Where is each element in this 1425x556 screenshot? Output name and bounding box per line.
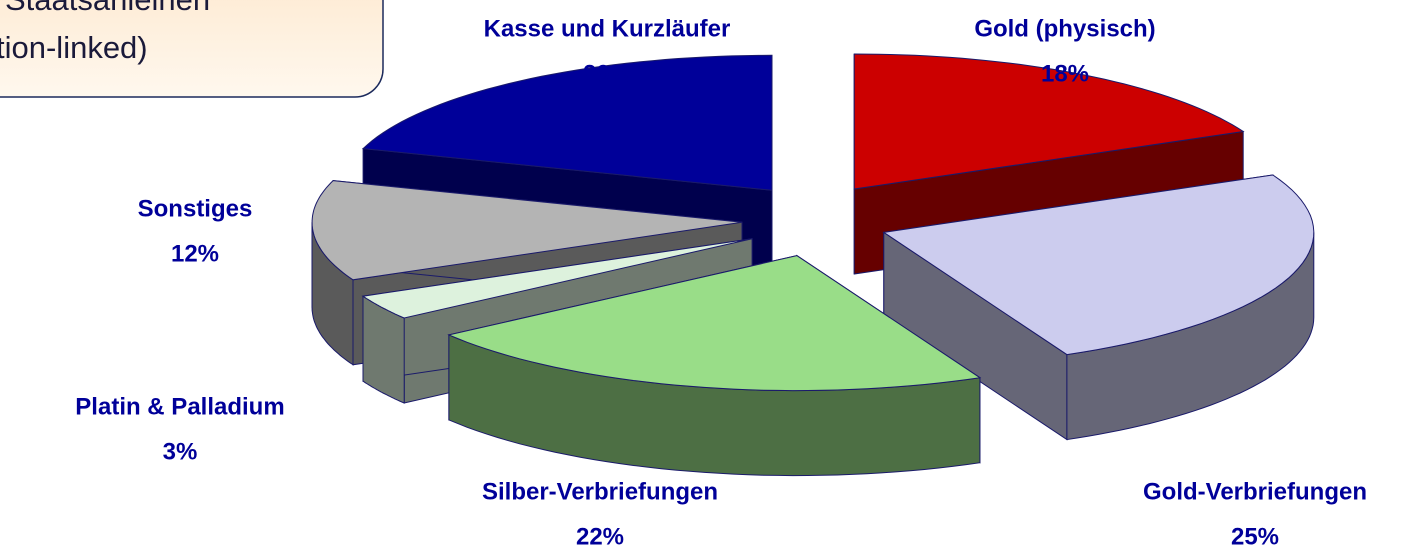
value-label: 22% [576, 523, 624, 550]
slice-label: Gold (physisch) [974, 15, 1155, 42]
value-label: 3% [163, 438, 198, 465]
annotation: tion-linked) [0, 30, 148, 65]
value-label: 20% [583, 60, 631, 87]
slice-label: Platin & Palladium [75, 393, 284, 420]
value-label: 12% [171, 240, 219, 267]
slice-label: Silber-Verbriefungen [482, 478, 718, 505]
slice-label: Sonstiges [138, 195, 253, 222]
slice-label: Kasse und Kurzläufer [484, 15, 731, 42]
slice [311, 180, 743, 281]
value-label: 25% [1231, 523, 1279, 550]
callout-box [0, 0, 384, 98]
slice [361, 54, 773, 191]
slice [853, 53, 1245, 190]
slice-label: Gold-Verbriefungen [1143, 478, 1367, 505]
annotation: Staatsanleihen [5, 0, 210, 17]
value-label: 18% [1041, 60, 1089, 87]
slice [361, 238, 753, 319]
slice [882, 174, 1315, 356]
slice [447, 255, 982, 392]
